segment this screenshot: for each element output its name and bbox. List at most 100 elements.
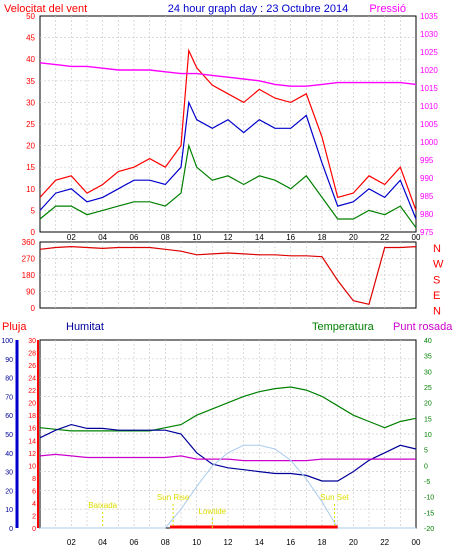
graph-title: 24 hour graph day : 23 Octubre 2014 <box>168 3 348 15</box>
temperature-series-line <box>39 386 417 432</box>
temp-xtick: 02 <box>67 538 76 547</box>
pressure-title: Pressió <box>369 3 406 15</box>
wind-xtick: 12 <box>224 233 233 242</box>
temperature-ytick: -5 <box>424 479 430 486</box>
wind-xtick: 16 <box>286 233 295 242</box>
humidity-ytick: 100 <box>1 338 13 345</box>
rain-ytick: 16 <box>28 426 36 433</box>
temp-xtick: 14 <box>255 538 264 547</box>
pressure-ytick: 1035 <box>420 12 438 21</box>
wind_low-series-line <box>39 143 417 229</box>
event-label: Sun Rise <box>157 493 190 502</box>
event-label: Lowtide <box>199 507 227 516</box>
wind-ytick: 45 <box>26 34 35 43</box>
rain-ytick: 14 <box>28 438 36 445</box>
direction-ytick: 270 <box>22 255 36 264</box>
direction-ytick: 90 <box>26 288 35 297</box>
direction-series-line <box>39 245 417 306</box>
wind-ytick: 35 <box>26 77 35 86</box>
temp-xtick: 16 <box>286 538 295 547</box>
wind-ytick: 30 <box>26 98 35 107</box>
dewpoint-series-line <box>39 453 416 462</box>
humidity-ytick: 30 <box>5 470 13 477</box>
rain-ytick: 6 <box>32 488 36 495</box>
compass-label: N <box>433 306 441 318</box>
wind-xtick: 22 <box>380 233 389 242</box>
wind-xtick: 02 <box>67 233 76 242</box>
wind-xtick: 00 <box>412 233 421 242</box>
temp-xtick: 08 <box>161 538 170 547</box>
pressure-ytick: 1000 <box>420 138 438 147</box>
rain-ytick: 10 <box>28 463 36 470</box>
temperature-ytick: 25 <box>424 385 432 392</box>
pressure-ytick: 985 <box>420 192 434 201</box>
rain-title: Pluja <box>2 321 27 333</box>
direction-ytick: 180 <box>22 271 36 280</box>
temperature-ytick: 5 <box>424 448 428 455</box>
humidity-ytick: 80 <box>5 376 13 383</box>
wind-xtick: 14 <box>255 233 264 242</box>
temperature-ytick: 0 <box>424 463 428 470</box>
sun-series-line <box>40 444 416 529</box>
compass-label: E <box>433 290 440 302</box>
wind-xtick: 20 <box>349 233 358 242</box>
wind-ytick: 0 <box>31 228 36 237</box>
humidity-ytick: 10 <box>5 507 13 514</box>
pressure-ytick: 1020 <box>420 66 438 75</box>
temp-xtick: 04 <box>98 538 107 547</box>
temperature-ytick: 10 <box>424 432 432 439</box>
wind-xtick: 18 <box>318 233 327 242</box>
temp-xtick: 20 <box>349 538 358 547</box>
pressure-ytick: 995 <box>420 156 434 165</box>
temperature-ytick: -15 <box>424 510 434 517</box>
pressure-ytick: 1005 <box>420 120 438 129</box>
pressure-ytick: 1025 <box>420 48 438 57</box>
humidity-ytick: 0 <box>9 526 13 533</box>
temp-xtick: 22 <box>380 538 389 547</box>
direction-ytick: 0 <box>31 304 36 313</box>
rain-ytick: 28 <box>28 351 36 358</box>
pressure-series-line <box>39 62 417 87</box>
humidity-ytick: 50 <box>5 432 13 439</box>
compass-label: W <box>433 259 444 271</box>
rain-ytick: 8 <box>32 476 36 483</box>
rain-ytick: 26 <box>28 363 36 370</box>
temperature-ytick: 40 <box>424 338 432 345</box>
wind-xtick: 06 <box>130 233 139 242</box>
wind-ytick: 20 <box>26 142 35 151</box>
pressure-ytick: 1030 <box>420 30 438 39</box>
rain-ytick: 0 <box>32 526 36 533</box>
humidity-ytick: 20 <box>5 488 13 495</box>
event-label: Sun Set <box>320 493 349 502</box>
wind-series-line <box>39 48 417 211</box>
wind-xtick: 10 <box>192 233 201 242</box>
temp-xtick: 06 <box>130 538 139 547</box>
pressure-ytick: 1015 <box>420 84 438 93</box>
wind-ytick: 5 <box>31 206 36 215</box>
temperature-ytick: 15 <box>424 416 432 423</box>
temp-xtick: 00 <box>412 538 421 547</box>
humidity-ytick: 70 <box>5 394 13 401</box>
wind-ytick: 40 <box>26 55 35 64</box>
wind-xtick: 08 <box>161 233 170 242</box>
direction-ytick: 360 <box>22 238 36 247</box>
rain-ytick: 18 <box>28 413 36 420</box>
temperature-ytick: -10 <box>424 495 434 502</box>
humidity-ytick: 40 <box>5 451 13 458</box>
temp-xtick: 18 <box>318 538 327 547</box>
rain-ytick: 30 <box>28 338 36 345</box>
wind-ytick: 15 <box>26 163 35 172</box>
wind-ytick: 50 <box>26 12 35 21</box>
temperature-ytick: 30 <box>424 369 432 376</box>
wind-ytick: 25 <box>26 120 35 129</box>
temperature-title: Temperatura <box>312 321 375 333</box>
humidity-title: Humitat <box>66 321 104 333</box>
rain-ytick: 12 <box>28 451 36 458</box>
pressure-ytick: 990 <box>420 174 434 183</box>
wind-xtick: 04 <box>98 233 107 242</box>
pressure-ytick: 975 <box>420 228 434 237</box>
rain-ytick: 24 <box>28 376 36 383</box>
temperature-ytick: -20 <box>424 526 434 533</box>
compass-label: S <box>433 274 440 286</box>
pressure-ytick: 980 <box>420 210 434 219</box>
